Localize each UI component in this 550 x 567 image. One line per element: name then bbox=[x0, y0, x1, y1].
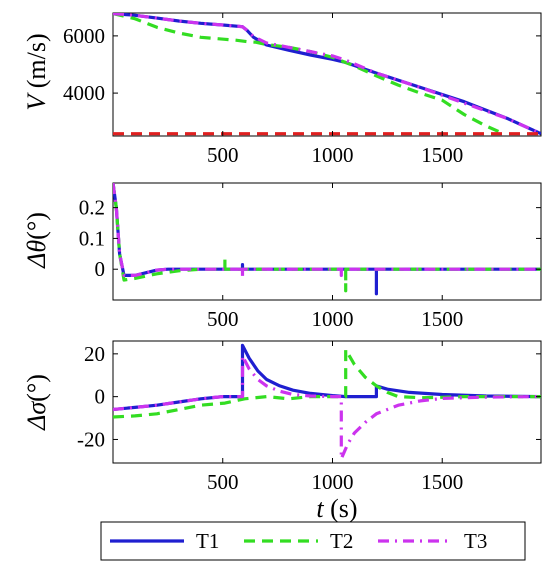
x-tick-label: 500 bbox=[207, 143, 239, 167]
series-line-t3 bbox=[113, 354, 541, 461]
series-line-t2 bbox=[113, 13, 505, 136]
legend-label-t2: T2 bbox=[330, 529, 353, 553]
y-tick-label: 6000 bbox=[63, 24, 105, 48]
x-tick-label: 1500 bbox=[421, 307, 463, 331]
series-line-t1 bbox=[113, 343, 541, 412]
x-axis-label: t (s) bbox=[316, 494, 357, 523]
y-tick-label: 20 bbox=[84, 342, 105, 366]
x-tick-label: 1500 bbox=[421, 143, 463, 167]
y-tick-label: 0.2 bbox=[79, 196, 105, 220]
axes-box bbox=[112, 12, 542, 137]
y-tick-label: 0.1 bbox=[79, 226, 105, 250]
x-tick-label: 1000 bbox=[311, 470, 353, 494]
axes-box bbox=[112, 182, 542, 301]
x-tick-label: 1500 bbox=[421, 470, 463, 494]
x-tick-label: 1000 bbox=[311, 307, 353, 331]
series-line-t1 bbox=[113, 13, 541, 136]
dtheta-panel: 500 1000 1500 0 0.1 0.2 Δθ(°) bbox=[22, 182, 542, 331]
y-tick-label: 0 bbox=[95, 257, 106, 281]
series-line-t3 bbox=[113, 13, 541, 136]
x-tick-label: 1000 bbox=[311, 143, 353, 167]
y-tick-label: 0 bbox=[95, 385, 106, 409]
y-axis-label: V (m/s) bbox=[22, 33, 51, 110]
x-tick-label: 500 bbox=[207, 470, 239, 494]
y-axis-label: Δσ(°) bbox=[22, 374, 51, 431]
series-line-t2 bbox=[113, 183, 541, 293]
y-tick-label: 4000 bbox=[63, 81, 105, 105]
axes-box bbox=[112, 340, 542, 464]
y-axis-label: Δθ(°) bbox=[22, 212, 51, 269]
legend-box bbox=[100, 521, 526, 561]
series-line-t1 bbox=[113, 183, 541, 296]
velocity-panel: 500 1000 1500 4000 6000 V (m/s) bbox=[22, 12, 542, 167]
x-tick-label: 500 bbox=[207, 307, 239, 331]
dsigma-panel: 500 1000 1500 -20 0 20 Δσ(°) t (s) bbox=[22, 340, 542, 523]
y-tick-label: -20 bbox=[77, 427, 105, 451]
series-line-t2 bbox=[113, 348, 541, 419]
legend: T1 T2 T3 bbox=[100, 521, 526, 561]
legend-label-t1: T1 bbox=[196, 529, 219, 553]
series-line-t3 bbox=[113, 183, 541, 280]
legend-label-t3: T3 bbox=[464, 529, 487, 553]
